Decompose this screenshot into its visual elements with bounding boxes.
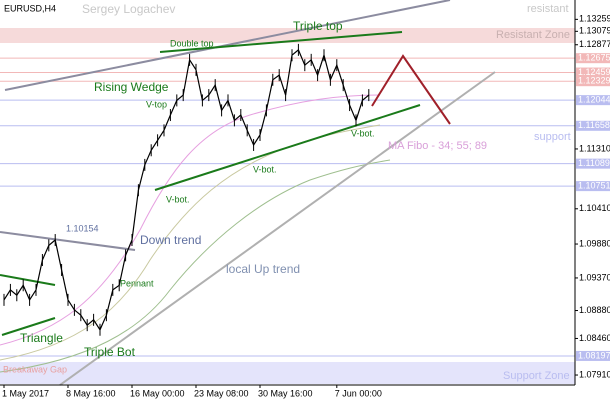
level-label: 1.08197 xyxy=(578,350,610,360)
level-label: 1.12044 xyxy=(578,95,610,105)
x-tick-label: 1 May 2017 xyxy=(2,388,49,398)
wedge-top xyxy=(159,31,403,53)
ma-89 xyxy=(0,159,391,373)
projection xyxy=(371,54,451,125)
level-label: 1.10751 xyxy=(578,180,610,190)
trend-channel xyxy=(4,0,451,91)
price-line xyxy=(3,48,370,332)
annotation: Breakaway Gap xyxy=(3,364,67,374)
wedge-bottom xyxy=(154,104,421,191)
annotation: V-bot. xyxy=(253,164,277,174)
x-tick-label: 23 May 08:00 xyxy=(194,388,249,398)
level-label-box xyxy=(576,67,610,78)
annotation: Triple Bot xyxy=(84,345,136,359)
level-label-box xyxy=(576,76,610,87)
annotation: Resistant Zone xyxy=(496,29,570,41)
annotation: resistant xyxy=(527,3,569,15)
annotation: V-bot. xyxy=(351,128,375,138)
y-tick-label: 1.09370 xyxy=(579,272,610,282)
subtitle: Sergey Logachev xyxy=(82,2,175,16)
y-tick-label: 1.13259 xyxy=(579,14,610,24)
annotation: Pennant xyxy=(120,278,154,288)
annotation: V-top xyxy=(146,99,167,109)
y-tick-label: 1.10410 xyxy=(579,203,610,213)
annotation: Triple top xyxy=(293,19,343,33)
annotation: support xyxy=(534,131,571,143)
y-tick-label: 1.13079 xyxy=(579,26,610,36)
triangle-bottom xyxy=(1,317,56,336)
annotation: 1.10154 xyxy=(66,223,99,233)
level-label: 1.11089 xyxy=(578,158,610,168)
y-tick-label: 1.08880 xyxy=(579,305,610,315)
x-tick-label: 7 Jun 00:00 xyxy=(335,388,382,398)
annotation: Down trend xyxy=(140,233,201,247)
annotation: local Up trend xyxy=(226,262,300,276)
annotation: Rising Wedge xyxy=(94,80,169,94)
annotation: Triangle xyxy=(20,331,63,345)
support-zone xyxy=(0,362,575,384)
y-tick-label: 1.07910 xyxy=(579,369,610,379)
chart-title: EURUSD,H4 xyxy=(4,3,56,13)
x-tick-label: 16 May 00:00 xyxy=(130,388,185,398)
annotation: Double top xyxy=(170,38,214,48)
up-trend-line xyxy=(59,71,496,386)
level-label-box xyxy=(576,158,610,169)
annotation: V-bot. xyxy=(166,194,190,204)
level-label-box xyxy=(576,181,610,192)
y-tick-label: 1.11310 xyxy=(579,143,610,153)
y-tick-label: 1.09880 xyxy=(579,238,610,248)
y-tick-label: 1.08460 xyxy=(579,333,610,343)
down-trend-line xyxy=(0,231,136,251)
level-label: 1.12675 xyxy=(578,53,610,63)
x-tick-label: 30 May 16:00 xyxy=(258,388,313,398)
annotation: Support Zone xyxy=(503,370,570,382)
ma-34 xyxy=(0,94,381,346)
triangle-top xyxy=(0,274,56,286)
level-label: 1.12459 xyxy=(578,67,610,77)
level-label: 1.11658 xyxy=(578,120,610,130)
y-tick-label: 1.12877 xyxy=(579,39,610,49)
level-label: 1.12329 xyxy=(578,76,610,86)
level-label-box xyxy=(576,350,610,361)
annotation: MA Fibo - 34; 55; 89 xyxy=(388,140,487,152)
x-tick-label: 8 May 16:00 xyxy=(66,388,116,398)
level-label-box xyxy=(576,53,610,64)
resistant-zone xyxy=(0,28,575,43)
level-label-box xyxy=(576,95,610,106)
level-label-box xyxy=(576,120,610,131)
